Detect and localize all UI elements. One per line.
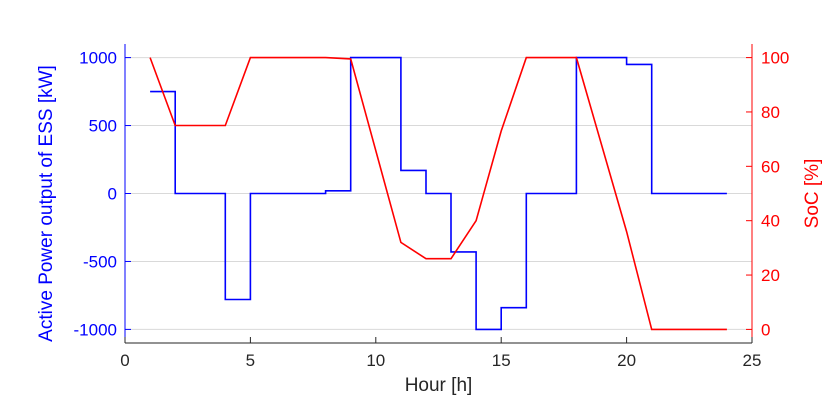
x-axis-label: Hour [h] xyxy=(405,375,473,396)
y-right-tick-label: 40 xyxy=(761,212,780,231)
power-output-series-line xyxy=(150,56,727,331)
y-axis-left-label: Active Power output of ESS [kW] xyxy=(36,65,57,342)
y-left-tick-label: -500 xyxy=(83,252,117,271)
x-tick-label: 25 xyxy=(743,351,762,370)
y-left-tick-label: -1000 xyxy=(74,320,117,339)
y-right-tick-label: 0 xyxy=(761,320,770,339)
y-right-tick-label: 100 xyxy=(761,49,789,68)
y-left-tick-label: 500 xyxy=(89,117,117,136)
y-right-tick-label: 20 xyxy=(761,266,780,285)
axes xyxy=(124,44,753,344)
x-tick-label: 10 xyxy=(366,351,385,370)
y-right-tick-label: 80 xyxy=(761,103,780,122)
tick-labels: 0 5 10 15 20 25 -1000 -500 0 500 1000 0 20 40 60 80 100 xyxy=(74,49,790,370)
y-left-tick-label: 1000 xyxy=(79,49,117,68)
y-left-tick-label: 0 xyxy=(108,185,117,204)
x-tick-label: 0 xyxy=(120,351,129,370)
series-lines xyxy=(149,56,727,331)
x-tick-label: 20 xyxy=(617,351,636,370)
x-tick-label: 5 xyxy=(246,351,255,370)
soc-series-line xyxy=(149,56,727,331)
y-right-tick-label: 60 xyxy=(761,157,780,176)
x-tick-label: 15 xyxy=(492,351,511,370)
y-axis-right-label: SoC [%] xyxy=(802,159,823,229)
